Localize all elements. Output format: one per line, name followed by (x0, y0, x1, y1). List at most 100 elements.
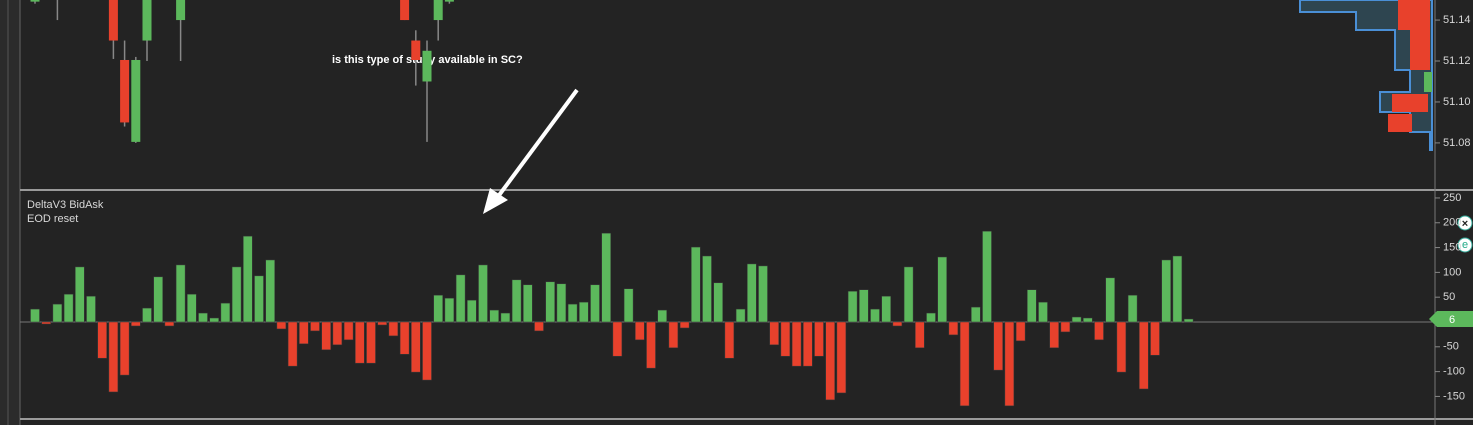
bar (243, 235, 253, 323)
bar (366, 321, 376, 364)
y-tick-label: 250 (1443, 192, 1461, 204)
edit-icon[interactable] (1457, 237, 1473, 253)
bar (265, 259, 275, 323)
candle-body (400, 0, 410, 21)
profile-bar (1398, 0, 1430, 30)
bar (422, 321, 432, 381)
bar (903, 266, 914, 323)
bar (500, 312, 511, 323)
bar (702, 255, 712, 323)
candle-body (120, 59, 130, 123)
bar (735, 308, 746, 323)
candle-body (422, 50, 432, 82)
last-value-tag (1429, 311, 1473, 328)
bar (567, 303, 578, 323)
bar (612, 321, 623, 357)
bar (1139, 321, 1149, 390)
bar (780, 321, 791, 357)
bar (175, 264, 186, 323)
bar (209, 317, 219, 323)
bar (299, 321, 309, 345)
bar (769, 321, 779, 346)
bar (1038, 301, 1048, 323)
volume-profile (1299, 0, 1433, 151)
candle-body (176, 0, 186, 21)
bar (691, 246, 701, 323)
bar (556, 283, 567, 323)
bar (545, 281, 555, 323)
bar (187, 293, 197, 323)
bar (142, 307, 152, 323)
bar (590, 284, 600, 323)
y-tick-label: -150 (1443, 390, 1465, 402)
bar (713, 282, 723, 323)
bar (1027, 289, 1037, 323)
bar (993, 321, 1003, 371)
bar (881, 295, 891, 323)
bar (131, 321, 141, 327)
bar (377, 321, 387, 326)
bar (467, 299, 477, 323)
bar (758, 265, 768, 323)
y-tick-label: 51.12 (1443, 55, 1471, 67)
bar (52, 303, 63, 323)
y-tick-label: -100 (1443, 366, 1465, 378)
candle-body (433, 0, 443, 21)
bar (97, 321, 107, 359)
y-tick-label: 51.14 (1443, 14, 1471, 26)
bar (1105, 277, 1115, 323)
candle-body (108, 0, 118, 41)
bar (825, 321, 835, 401)
bar (399, 321, 410, 355)
bar (1183, 318, 1194, 323)
edit-icon-glyph[interactable]: e (1462, 239, 1468, 251)
y-tick-label: -50 (1443, 341, 1459, 353)
bar (75, 266, 85, 323)
close-icon[interactable] (1457, 215, 1473, 231)
bar (601, 232, 611, 323)
candle-body (30, 0, 40, 2)
bar (108, 321, 119, 393)
bar (86, 295, 96, 323)
bar (836, 321, 847, 394)
bar (1071, 316, 1082, 323)
bar (870, 308, 880, 323)
bar (1083, 317, 1093, 323)
bar (164, 321, 175, 327)
bar (1094, 321, 1104, 341)
bar (231, 266, 242, 323)
bar (523, 284, 533, 323)
candle-body (411, 40, 421, 60)
bar (30, 308, 40, 323)
bar (579, 301, 589, 323)
profile-bar (1392, 94, 1428, 112)
arrow-head (483, 188, 508, 214)
bar (511, 279, 522, 323)
bar (971, 306, 981, 323)
profile-bar (1424, 72, 1432, 92)
bar (657, 309, 667, 323)
y-tick-label: 100 (1443, 266, 1461, 278)
bar (444, 297, 455, 323)
profile-bar (1388, 114, 1412, 132)
bar (1015, 321, 1026, 342)
bar (489, 309, 499, 323)
bar (355, 321, 365, 364)
candle-body (444, 0, 454, 2)
profile-outline (1299, 0, 1433, 151)
bar (814, 321, 824, 357)
bar (646, 321, 656, 369)
bar (321, 321, 331, 351)
bar (679, 321, 690, 329)
close-icon-glyph[interactable]: × (1462, 218, 1468, 230)
bar (119, 321, 130, 376)
bar (982, 230, 992, 323)
bar (153, 276, 163, 323)
bar (747, 263, 757, 323)
bar (1049, 321, 1059, 349)
bar (859, 289, 869, 323)
bar (433, 294, 443, 323)
bar (41, 321, 51, 325)
bar (937, 256, 947, 323)
